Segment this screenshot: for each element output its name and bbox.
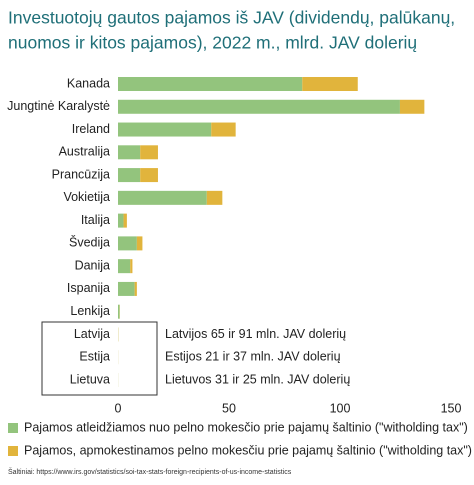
- bar-segment: [118, 168, 141, 183]
- y-tick-label: Prancūzija: [52, 167, 110, 181]
- y-tick-label: Danija: [75, 258, 110, 272]
- x-tick-label: 100: [330, 401, 351, 415]
- highlight-box: [41, 321, 158, 396]
- y-tick-label: Jungtinė Karalystė: [7, 99, 110, 113]
- bar-segment: [118, 122, 212, 137]
- bar-segment: [140, 168, 158, 183]
- y-tick-label: Kanada: [67, 76, 110, 90]
- bar-segment: [134, 281, 137, 296]
- bar-segment: [206, 190, 223, 205]
- bar-segment: [123, 213, 127, 228]
- bar-segment: [118, 145, 141, 160]
- bar-segment: [118, 190, 207, 205]
- bar-segment: [118, 77, 303, 91]
- bar-segment: [118, 304, 120, 319]
- y-tick-label: Ireland: [72, 122, 110, 136]
- y-tick-label: Latvija: [74, 327, 110, 341]
- x-tick-label: 50: [222, 401, 236, 415]
- y-tick-label: Švedija: [69, 235, 110, 250]
- y-tick-label: Ispanija: [67, 281, 110, 295]
- legend-swatch: [8, 423, 18, 433]
- y-tick-label: Australija: [59, 145, 110, 159]
- bar-segment: [136, 236, 143, 251]
- bar-segment: [118, 213, 124, 228]
- bar-segment: [140, 145, 158, 160]
- legend-label: Pajamos, apmokestinamos pelno mokesčiu p…: [24, 443, 472, 457]
- annotation: Latvijos 65 ir 91 mln. JAV dolerių: [165, 327, 346, 341]
- x-tick-label: 0: [115, 401, 122, 415]
- y-tick-label: Italija: [81, 213, 110, 227]
- annotation: Lietuvos 31 ir 25 mln. JAV dolerių: [165, 372, 350, 386]
- chart-title: Investuotojų gautos pajamos iš JAV (divi…: [8, 8, 455, 28]
- bar-segment: [118, 236, 137, 251]
- x-tick-label: 150: [441, 401, 462, 415]
- y-tick-label: Vokietija: [63, 190, 110, 204]
- legend-swatch: [8, 446, 18, 456]
- y-tick-label: Lietuva: [70, 372, 110, 386]
- bar-segment: [118, 281, 135, 296]
- y-tick-label: Estija: [79, 350, 110, 364]
- bar-segment: [130, 259, 133, 274]
- bar-segment: [211, 122, 236, 137]
- bar-segment: [302, 77, 358, 91]
- legend-label: Pajamos atleidžiamos nuo pelno mokesčio …: [24, 420, 468, 434]
- source: Šaltiniai: https://www.irs.gov/statistic…: [8, 467, 292, 476]
- y-tick-label: Lenkija: [70, 304, 110, 318]
- annotation: Estijos 21 ir 37 mln. JAV dolerių: [165, 350, 341, 364]
- chart-title: nuomos ir kitos pajamos), 2022 m., mlrd.…: [8, 33, 417, 53]
- bar-segment: [118, 259, 131, 274]
- bar-segment: [399, 99, 425, 114]
- bar-segment: [118, 99, 400, 114]
